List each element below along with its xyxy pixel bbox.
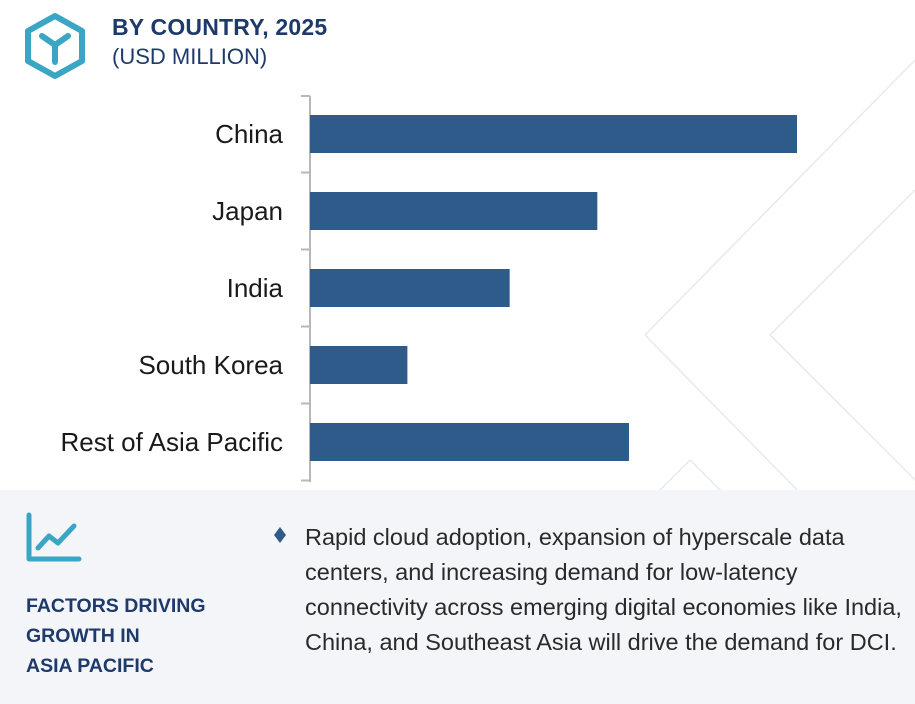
- category-label: Rest of Asia Pacific: [60, 427, 283, 457]
- diamond-bullet-icon: [274, 527, 286, 543]
- hexagon-y-logo-icon: [25, 13, 85, 79]
- bar-south-korea: [310, 346, 408, 384]
- bar-rest-of-asia-pacific: [310, 423, 629, 461]
- bar-china: [310, 115, 797, 153]
- factors-heading-line: ASIA PACIFIC: [26, 655, 154, 677]
- factors-heading-line: FACTORS DRIVING: [26, 595, 206, 617]
- category-label: South Korea: [138, 350, 283, 380]
- factors-heading-line: GROWTH IN: [26, 625, 140, 647]
- category-label: India: [227, 273, 284, 303]
- chart-title: BY COUNTRY, 2025: [112, 14, 328, 40]
- trend-line-chart-icon: [26, 512, 82, 562]
- chart-subtitle: (USD MILLION): [112, 44, 268, 69]
- bar-india: [310, 269, 510, 307]
- category-label: China: [215, 119, 283, 149]
- bar-japan: [310, 192, 598, 230]
- factors-heading: FACTORS DRIVING GROWTH IN ASIA PACIFIC: [26, 591, 266, 681]
- factors-description: Rapid cloud adoption, expansion of hyper…: [305, 524, 902, 655]
- bar-chart: China Japan India South Korea Rest of Asia P…: [60, 95, 797, 482]
- factors-panel: FACTORS DRIVING GROWTH IN ASIA PACIFIC R…: [0, 490, 915, 704]
- category-label: Japan: [212, 196, 283, 226]
